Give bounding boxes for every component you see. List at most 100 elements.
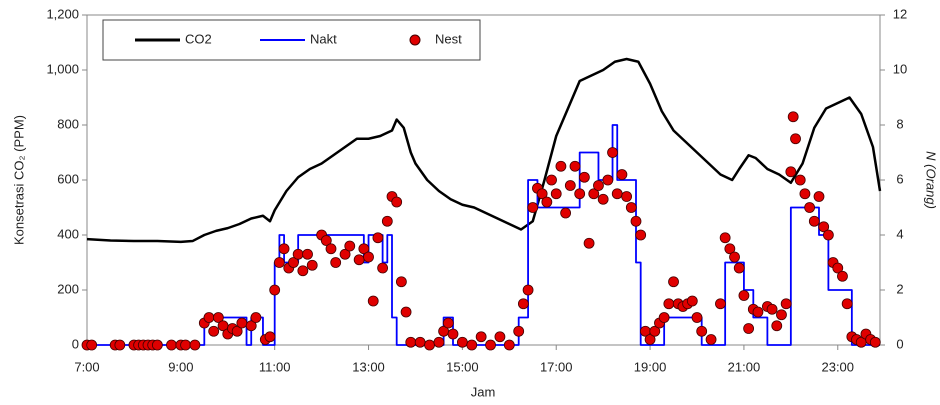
nest-point <box>635 229 647 241</box>
nest-point <box>231 325 243 337</box>
legend-label: Nakt <box>310 31 337 46</box>
nest-point <box>813 191 825 202</box>
nest-point <box>189 339 201 351</box>
nest-point <box>391 196 403 208</box>
y-axis-label: Konsetrasi CO₂ (PPM) <box>11 115 26 245</box>
nest-point <box>114 339 126 351</box>
nest-point <box>790 133 801 145</box>
nest-point <box>588 188 600 200</box>
nest-point <box>705 334 717 345</box>
nest-point <box>574 188 586 200</box>
nest-point <box>381 215 393 227</box>
nest-point <box>367 295 379 307</box>
nest-point <box>818 221 830 233</box>
nest-point <box>766 303 778 315</box>
nest-point <box>363 251 374 263</box>
nest-point <box>752 306 764 318</box>
nest-point <box>822 229 834 241</box>
nest-point <box>250 312 262 323</box>
nest-point <box>494 331 506 343</box>
y-tick-label: 1,000 <box>46 61 79 76</box>
nest-point <box>424 339 435 351</box>
nest-point <box>536 188 548 200</box>
nest-point <box>372 232 384 244</box>
nest-point <box>743 323 755 334</box>
nest-point <box>503 339 515 351</box>
nest-point <box>273 257 285 268</box>
y2-tick-label: 10 <box>893 61 907 76</box>
nest-point <box>292 248 304 260</box>
nest-point <box>602 174 614 186</box>
nest-point <box>344 240 356 252</box>
nest-point <box>776 309 787 321</box>
nest-point <box>527 202 539 213</box>
nest-point <box>787 111 799 123</box>
nest-point <box>447 328 459 340</box>
nest-point <box>485 339 496 351</box>
plot-frame <box>86 14 881 346</box>
nest-point <box>621 191 633 202</box>
nest-point <box>208 325 220 337</box>
nest-point <box>869 336 881 348</box>
x-tick-label: 21:00 <box>728 359 761 374</box>
y-tick-label: 0 <box>72 336 79 351</box>
nest-point <box>686 295 698 307</box>
y2-tick-label: 2 <box>896 281 903 296</box>
x-tick-label: 19:00 <box>634 359 667 374</box>
nest-point <box>339 248 351 260</box>
nest-point <box>630 215 642 227</box>
nest-point <box>780 298 792 310</box>
nest-point <box>269 284 281 296</box>
x-tick-label: 7:00 <box>74 359 99 374</box>
nest-point <box>302 248 313 260</box>
nest-point <box>166 339 177 351</box>
nest-point <box>414 336 426 348</box>
nest-point <box>541 196 553 208</box>
x-tick-label: 23:00 <box>821 359 854 374</box>
nest-point <box>569 160 581 172</box>
nest-point <box>658 312 670 323</box>
nest-point <box>597 193 609 205</box>
nest-point <box>729 251 740 263</box>
nest-point <box>180 339 191 351</box>
nest-point <box>245 320 257 332</box>
nest-point <box>583 237 595 249</box>
nest-point <box>611 188 623 200</box>
nest-point <box>264 331 276 343</box>
nest-point <box>808 215 820 227</box>
x-tick-label: 11:00 <box>259 359 291 374</box>
nest-point <box>724 243 736 255</box>
nest-point <box>719 232 731 244</box>
nest-point <box>522 284 534 296</box>
nest-point <box>560 207 572 219</box>
y-tick-label: 400 <box>57 226 79 241</box>
nest-point <box>297 265 309 277</box>
nest-point <box>513 325 525 337</box>
nest-point <box>151 339 163 351</box>
legend-marker <box>409 34 421 46</box>
nest-point <box>203 312 215 323</box>
y2-tick-label: 0 <box>896 336 903 351</box>
nest-point <box>236 317 248 329</box>
nest-point <box>794 174 806 186</box>
y2-tick-label: 8 <box>896 116 903 131</box>
nest-point <box>456 336 468 348</box>
nest-point <box>607 147 618 158</box>
x-tick-label: 15:00 <box>446 359 479 374</box>
nest-point <box>325 243 337 255</box>
x-tick-label: 13:00 <box>352 359 385 374</box>
nest-point <box>288 257 299 268</box>
nest-point <box>358 243 370 255</box>
nest-point <box>546 174 557 186</box>
nest-point <box>517 298 529 310</box>
nest-point <box>771 320 783 332</box>
nest-point <box>278 243 290 255</box>
nest-point <box>550 188 562 200</box>
nest-point <box>377 262 389 274</box>
y2-tick-label: 12 <box>893 6 907 21</box>
legend-label: Nest <box>435 31 462 46</box>
nest-point <box>395 276 407 288</box>
nest-point <box>785 166 797 178</box>
legend-label: CO2 <box>185 31 212 46</box>
